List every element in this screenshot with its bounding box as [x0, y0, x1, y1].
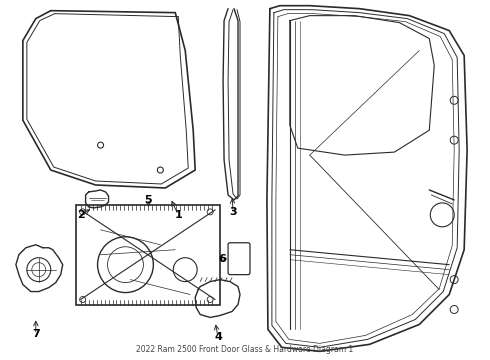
Text: 6: 6 [218, 254, 226, 264]
Text: 4: 4 [214, 332, 222, 342]
Text: 3: 3 [229, 207, 237, 217]
Bar [75, 205, 220, 305]
Text: 2022 Ram 2500 Front Door Glass & Hardware Diagram 1: 2022 Ram 2500 Front Door Glass & Hardwar… [136, 345, 354, 354]
Text: 5: 5 [145, 195, 152, 205]
Text: 7: 7 [32, 329, 40, 339]
Text: 1: 1 [174, 210, 182, 220]
Text: 2: 2 [77, 210, 84, 220]
FancyBboxPatch shape [228, 243, 250, 275]
